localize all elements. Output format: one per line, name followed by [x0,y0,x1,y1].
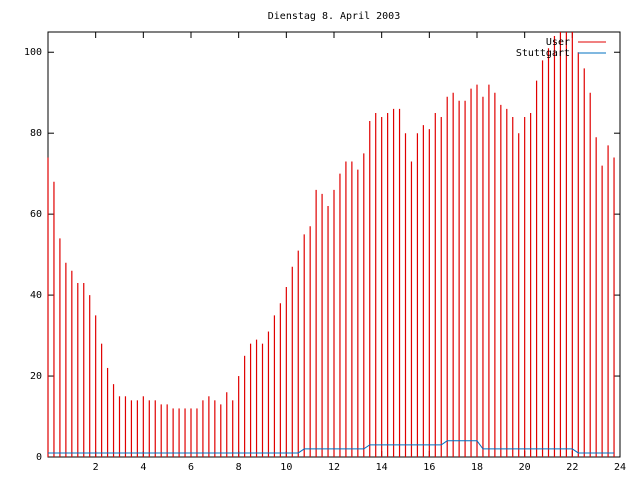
x-tick-label: 18 [471,462,483,473]
x-tick-label: 12 [328,462,340,473]
y-tick-label: 100 [24,47,42,58]
y-tick-label: 40 [30,290,42,301]
legend-label: Stuttgart [516,48,570,59]
x-tick-label: 24 [614,462,626,473]
legend-label: User [546,37,570,48]
y-tick-label: 80 [30,128,42,139]
chart-title: Dienstag 8. April 2003 [268,11,400,22]
y-tick-label: 0 [36,452,42,463]
x-tick-label: 8 [236,462,242,473]
x-tick-label: 14 [376,462,388,473]
y-tick-label: 20 [30,371,42,382]
x-tick-label: 2 [93,462,99,473]
x-tick-label: 10 [280,462,292,473]
x-tick-label: 20 [519,462,531,473]
y-tick-label: 60 [30,209,42,220]
x-tick-label: 6 [188,462,194,473]
x-tick-label: 4 [140,462,146,473]
series-line [48,440,615,454]
x-tick-label: 22 [566,462,578,473]
x-tick-label: 16 [423,462,435,473]
